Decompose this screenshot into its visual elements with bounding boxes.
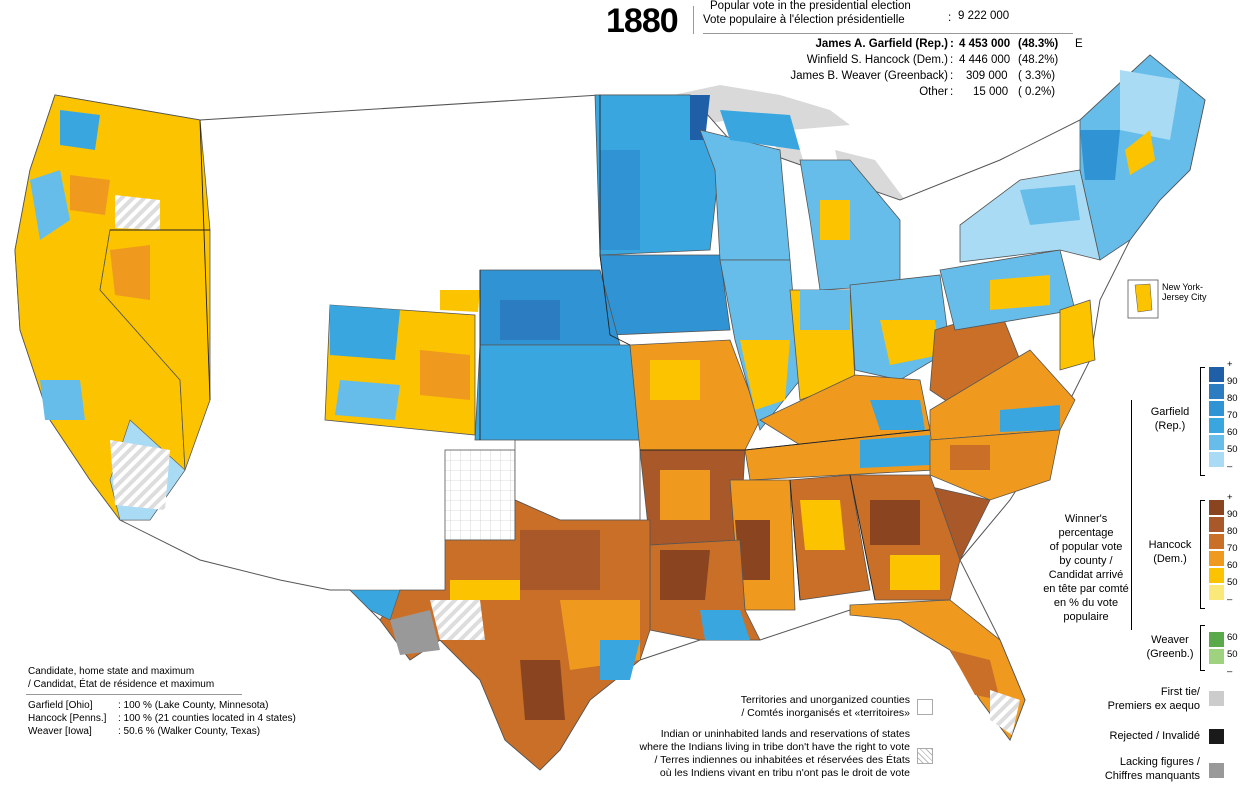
legend-territories: Territories and unorganized counties / C… <box>740 694 910 719</box>
legend-first-tie: First tie/ Premiers ex aequo <box>1107 686 1200 712</box>
maximum-candidate: Garfield [Ohio] <box>28 700 93 711</box>
hancock-brace <box>1200 500 1205 609</box>
candidate-colon: : <box>950 70 954 82</box>
candidate-pct: ( 0.2%) <box>1018 86 1056 98</box>
candidate-elected-mark: E <box>1075 38 1083 50</box>
garfield-tick: + <box>1227 359 1233 370</box>
maximum-rule <box>26 694 242 695</box>
hancock-tick: – <box>1227 594 1233 605</box>
header-divider <box>693 6 694 34</box>
territories-swatch <box>917 699 933 715</box>
hancock-tick: 80 <box>1227 526 1238 537</box>
indian-lands-swatch <box>917 748 933 764</box>
weaver-tick: 50 <box>1227 649 1238 660</box>
garfield-tick: 70 <box>1227 410 1238 421</box>
maximum-title: Candidate, home state and maximum / Cand… <box>28 666 215 690</box>
garfield-tick: 90 <box>1227 376 1238 387</box>
weaver-brace <box>1200 625 1205 671</box>
new-jersey-maryland <box>1059 299 1096 371</box>
candidate-votes: 4 453 000 <box>959 38 1011 50</box>
candidate-pct: (48.2%) <box>1018 54 1059 66</box>
maximum-candidate: Weaver [Iowa] <box>28 726 92 737</box>
maximum-candidate: Hancock [Penns.] <box>28 713 107 724</box>
weaver-swatch <box>1209 649 1224 664</box>
legend-rejected: Rejected / Invalidé <box>1109 730 1201 742</box>
hancock-tick: 90 <box>1227 509 1238 520</box>
garfield-tick: 60 <box>1227 427 1238 438</box>
popular-vote-label-fr: Vote populaire à l'élection présidentiel… <box>703 14 905 26</box>
hancock-tick: 50 <box>1227 577 1238 588</box>
garfield-swatch <box>1209 418 1224 433</box>
legend-weaver-label: Weaver (Greenb.) <box>1146 634 1194 660</box>
candidate-colon: : <box>950 54 954 66</box>
new-york-inset-label: New York- Jersey City <box>1162 282 1207 302</box>
garfield-swatch <box>1209 401 1224 416</box>
hancock-swatch <box>1209 551 1224 566</box>
legend-title: Winner's percentage of popular vote by c… <box>1043 513 1129 623</box>
candidate-votes: 309 000 <box>966 70 1008 82</box>
year-title: 1880 <box>606 2 679 40</box>
garfield-tick: 50 <box>1227 444 1238 455</box>
maximum-value: : 100 % (21 counties located in 4 states… <box>118 713 296 724</box>
popular-vote-total: 9 222 000 <box>958 10 1010 22</box>
candidate-pct: ( 3.3%) <box>1018 70 1056 82</box>
legend-bracket <box>1131 400 1132 630</box>
popular-vote-colon: : <box>948 12 952 24</box>
maximum-value: : 100 % (Lake County, Minnesota) <box>118 700 269 711</box>
legend-indian-lands: Indian or uninhabited lands and reservat… <box>639 728 910 779</box>
texas-panhandle-unorganized <box>444 449 516 541</box>
candidate-colon: : <box>950 86 954 98</box>
candidate-name: Winfield S. Hancock (Dem.) <box>806 54 948 66</box>
popular-vote-label-en: Popular vote in the presidential electio… <box>710 0 911 12</box>
hancock-tick: + <box>1227 492 1233 503</box>
hancock-tick: 60 <box>1227 560 1238 571</box>
candidate-votes: 15 000 <box>973 86 1009 98</box>
legend-hancock-label: Hancock (Dem.) <box>1148 539 1192 565</box>
kansas <box>474 344 641 441</box>
new-mexico-corner <box>349 589 401 621</box>
candidate-name: Other <box>919 86 948 98</box>
first-tie-swatch <box>1209 691 1224 706</box>
weaver-tick: 60 <box>1227 632 1238 643</box>
legend-garfield-label: Garfield (Rep.) <box>1150 406 1190 432</box>
candidate-votes: 4 446 000 <box>959 54 1011 66</box>
maximum-value: : 50.6 % (Walker County, Texas) <box>118 726 261 737</box>
candidate-name: James B. Weaver (Greenback) <box>790 70 948 82</box>
garfield-swatch <box>1209 384 1224 399</box>
candidate-name: James A. Garfield (Rep.) <box>815 38 948 50</box>
garfield-tick: – <box>1227 461 1233 472</box>
weaver-swatch <box>1209 632 1224 647</box>
hancock-swatch <box>1209 568 1224 583</box>
garfield-swatch <box>1209 435 1224 450</box>
hancock-swatch <box>1209 517 1224 532</box>
candidate-pct: (48.3%) <box>1018 38 1059 50</box>
hancock-tick: 70 <box>1227 543 1238 554</box>
garfield-swatch <box>1209 367 1224 382</box>
candidate-colon: : <box>950 38 954 50</box>
garfield-brace <box>1200 367 1205 476</box>
rejected-swatch <box>1209 729 1224 744</box>
hancock-swatch <box>1209 534 1224 549</box>
garfield-tick: 80 <box>1227 393 1238 404</box>
state-borders <box>110 95 931 601</box>
iowa <box>599 254 731 336</box>
lacking-swatch <box>1209 763 1224 778</box>
garfield-swatch <box>1209 452 1224 467</box>
weaver-tick: – <box>1227 666 1233 677</box>
legend-lacking: Lacking figures / Chiffres manquants <box>1104 756 1200 782</box>
hancock-swatch <box>1209 500 1224 515</box>
header-rule <box>703 33 1073 34</box>
hancock-swatch <box>1209 585 1224 600</box>
